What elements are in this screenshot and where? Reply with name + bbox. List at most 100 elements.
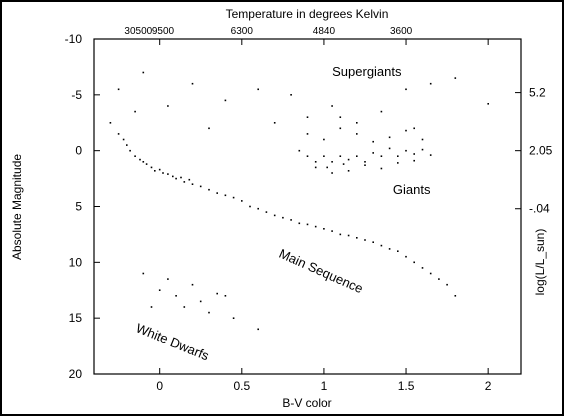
data-point xyxy=(446,283,448,286)
data-point xyxy=(167,173,169,175)
data-point xyxy=(224,194,227,197)
ticks-layer: 0 0.5 1 1.5 2 -10 -5 0 5 10 15 20 30500 9500 6300 4840 3… xyxy=(65,26,553,393)
data-point xyxy=(380,167,383,170)
data-point xyxy=(356,133,358,135)
data-point xyxy=(413,127,415,130)
data-point xyxy=(162,172,164,174)
data-point xyxy=(339,233,342,236)
data-point xyxy=(154,170,156,172)
data-point xyxy=(183,306,186,308)
data-point xyxy=(298,222,301,225)
data-point xyxy=(150,306,153,308)
data-point xyxy=(388,248,391,250)
data-point xyxy=(199,185,202,188)
data-point xyxy=(339,155,342,157)
top-tick-label: 4840 xyxy=(313,26,336,37)
y-axis-label: Absolute Magnitude xyxy=(10,154,24,260)
data-point xyxy=(421,267,424,269)
right-tick-label: 5.2 xyxy=(529,86,546,100)
data-point xyxy=(117,133,120,135)
data-point xyxy=(232,317,235,319)
data-point xyxy=(298,149,301,152)
data-point xyxy=(380,155,383,157)
y-tick-label: 10 xyxy=(69,255,83,269)
data-point xyxy=(323,228,325,230)
data-point xyxy=(191,183,194,185)
data-point xyxy=(282,216,284,219)
data-point xyxy=(241,200,243,202)
data-point xyxy=(314,225,317,228)
data-point xyxy=(142,272,145,275)
top-tick-label: 3600 xyxy=(390,26,413,37)
right-tick-label: -.04 xyxy=(529,202,550,216)
data-point xyxy=(372,152,374,154)
data-point xyxy=(314,166,317,169)
data-point xyxy=(339,116,342,118)
data-point xyxy=(326,166,328,169)
data-point xyxy=(429,154,432,156)
data-point xyxy=(145,163,148,165)
data-point xyxy=(139,158,141,161)
data-point xyxy=(249,205,251,208)
data-point xyxy=(158,289,161,291)
data-point xyxy=(167,105,169,107)
data-point xyxy=(257,207,259,210)
data-point xyxy=(265,211,268,213)
x-tick-label: 1 xyxy=(321,379,328,393)
data-point xyxy=(314,161,317,163)
x-tick-label: 1.5 xyxy=(398,379,415,393)
chart-title: Temperature in degrees Kelvin xyxy=(226,7,389,21)
annotation-label: Supergiants xyxy=(332,64,402,79)
data-point xyxy=(331,161,333,163)
data-point xyxy=(454,295,457,297)
data-point xyxy=(306,155,309,157)
data-point xyxy=(364,239,366,241)
data-point xyxy=(331,172,333,174)
data-point xyxy=(356,155,358,157)
data-point xyxy=(438,278,440,280)
data-point xyxy=(191,283,194,286)
x-axis-label: B-V color xyxy=(282,396,331,410)
data-point xyxy=(347,170,350,172)
data-point xyxy=(429,82,432,85)
data-point xyxy=(454,77,457,79)
data-point xyxy=(199,300,202,303)
data-point xyxy=(306,116,309,118)
data-point xyxy=(342,163,345,165)
data-point xyxy=(397,162,399,164)
top-tick-label: 30500 xyxy=(124,26,152,37)
data-point xyxy=(290,94,292,96)
data-point xyxy=(180,176,182,179)
data-point xyxy=(413,159,415,162)
y-axis-right-label: log(L/L_sun) xyxy=(533,229,547,296)
data-point xyxy=(126,144,128,146)
data-point xyxy=(142,71,145,74)
data-point xyxy=(397,155,399,157)
data-point xyxy=(405,255,407,258)
right-tick-label: 2.05 xyxy=(529,144,553,158)
data-point xyxy=(421,148,424,151)
data-point xyxy=(397,250,399,252)
data-point xyxy=(372,241,374,243)
top-tick-label: 9500 xyxy=(152,26,175,37)
data-point xyxy=(347,234,350,237)
data-point xyxy=(372,140,374,143)
data-point xyxy=(306,223,309,226)
x-tick-label: 0 xyxy=(156,379,163,393)
data-point xyxy=(331,230,333,232)
data-point xyxy=(175,295,177,297)
data-point xyxy=(167,278,169,280)
data-point xyxy=(257,88,259,91)
data-point xyxy=(208,311,210,314)
data-point xyxy=(109,122,112,124)
data-point xyxy=(413,153,415,155)
data-point xyxy=(405,129,407,132)
data-point xyxy=(208,188,210,191)
x-tick-label: 0.5 xyxy=(233,379,250,393)
data-point xyxy=(273,214,276,217)
data-point xyxy=(388,147,391,150)
data-point xyxy=(134,110,136,113)
y-tick-label: 0 xyxy=(75,144,82,158)
data-point xyxy=(364,164,366,166)
